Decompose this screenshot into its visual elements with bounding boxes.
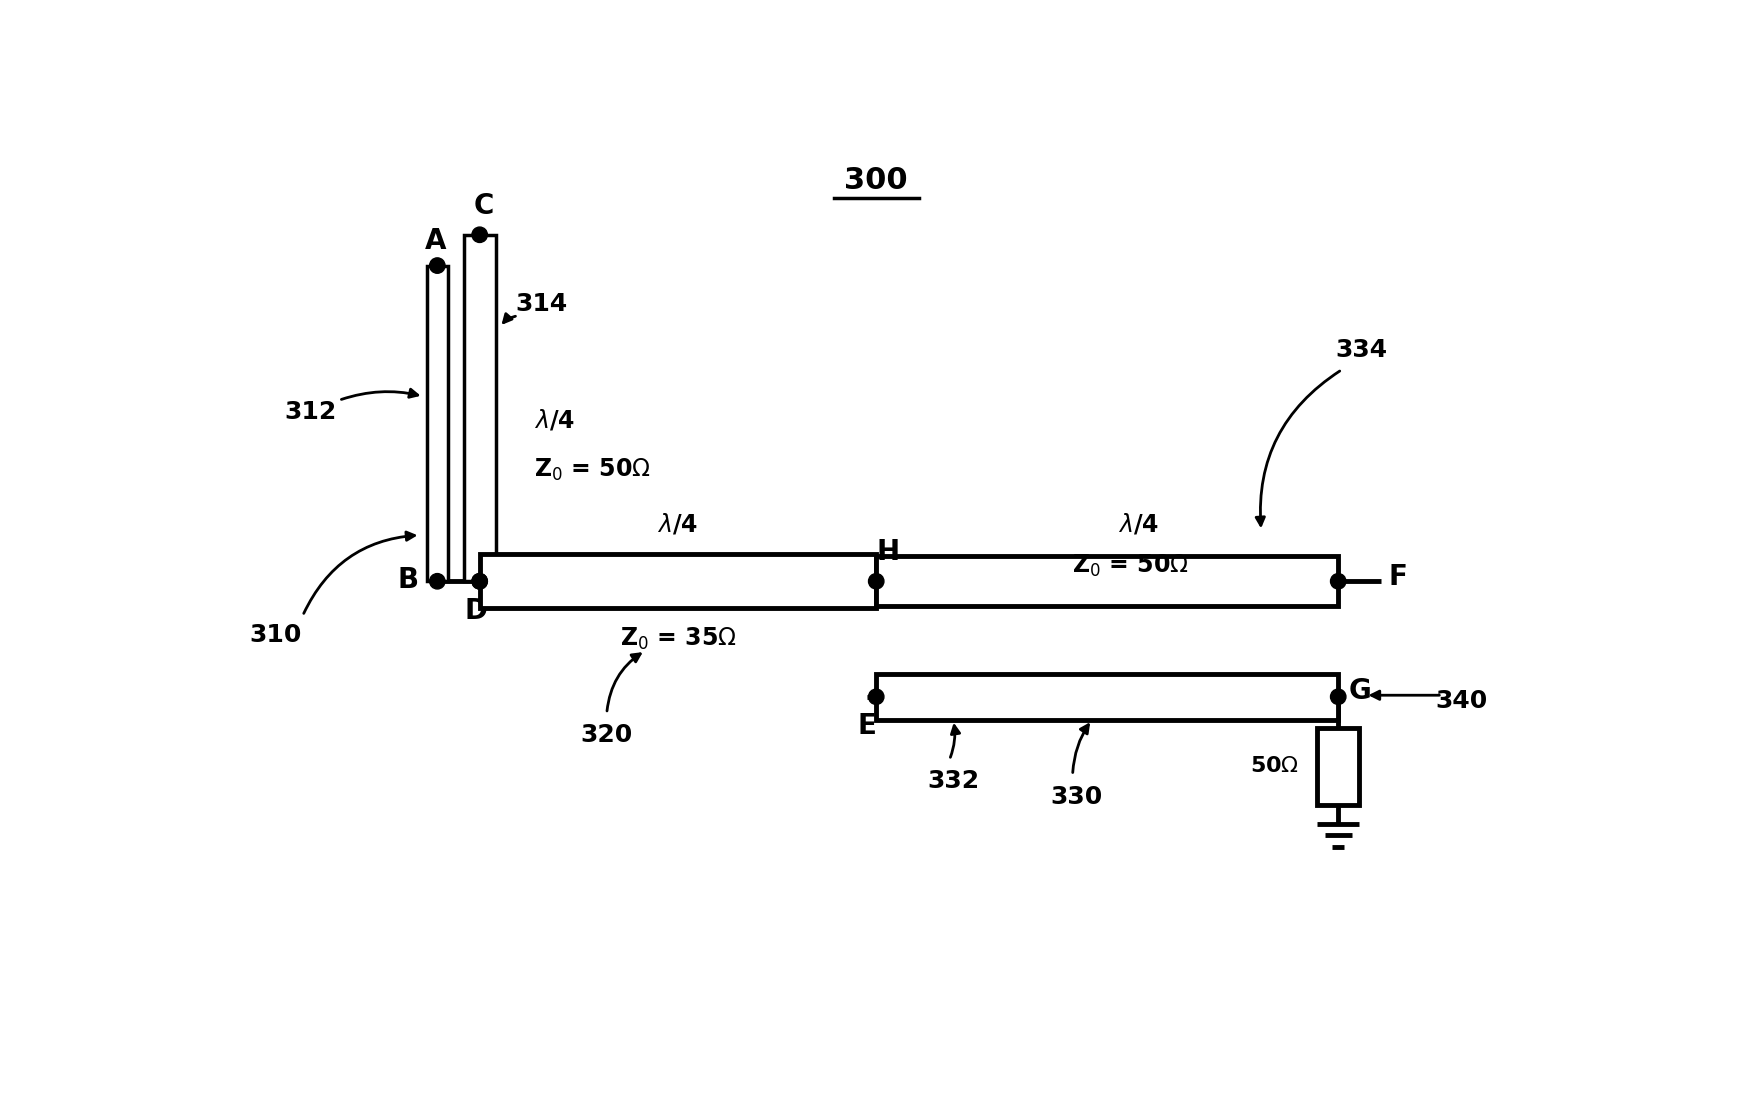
Text: $\lambda$/4: $\lambda$/4 xyxy=(534,407,574,432)
Text: F: F xyxy=(1389,564,1407,591)
Text: 330: 330 xyxy=(1050,785,1103,808)
Text: Z$_0$ = 50$\Omega$: Z$_0$ = 50$\Omega$ xyxy=(1071,553,1189,579)
Circle shape xyxy=(1330,574,1346,589)
Text: B: B xyxy=(398,566,419,593)
Text: Z$_0$ = 35$\Omega$: Z$_0$ = 35$\Omega$ xyxy=(619,625,736,652)
Text: Z$_0$ = 50$\Omega$: Z$_0$ = 50$\Omega$ xyxy=(534,457,650,483)
Text: D: D xyxy=(464,597,487,624)
Text: 320: 320 xyxy=(581,724,633,747)
Circle shape xyxy=(471,227,487,243)
Circle shape xyxy=(868,689,883,705)
FancyBboxPatch shape xyxy=(464,235,496,581)
Text: $\lambda$/4: $\lambda$/4 xyxy=(657,511,699,536)
Text: G: G xyxy=(1348,676,1370,705)
Text: 332: 332 xyxy=(927,770,979,793)
FancyBboxPatch shape xyxy=(876,556,1339,607)
Text: $\lambda$/4: $\lambda$/4 xyxy=(1118,511,1158,536)
Text: 312: 312 xyxy=(283,400,336,424)
Text: 334: 334 xyxy=(1336,339,1388,362)
Circle shape xyxy=(430,574,445,589)
FancyBboxPatch shape xyxy=(426,266,449,581)
Text: H: H xyxy=(876,538,899,566)
FancyBboxPatch shape xyxy=(480,555,876,608)
Text: 340: 340 xyxy=(1435,688,1487,713)
Text: C: C xyxy=(473,192,494,219)
Text: 300: 300 xyxy=(845,167,908,195)
Circle shape xyxy=(868,574,883,589)
Text: 50$\Omega$: 50$\Omega$ xyxy=(1250,756,1299,777)
Text: E: E xyxy=(857,713,876,740)
Text: 314: 314 xyxy=(515,292,567,317)
Circle shape xyxy=(471,574,487,589)
Text: A: A xyxy=(424,227,447,255)
Text: 310: 310 xyxy=(249,623,303,647)
Circle shape xyxy=(1330,689,1346,705)
FancyBboxPatch shape xyxy=(1316,728,1360,804)
Circle shape xyxy=(471,574,487,589)
Circle shape xyxy=(430,258,445,274)
FancyBboxPatch shape xyxy=(876,674,1339,720)
